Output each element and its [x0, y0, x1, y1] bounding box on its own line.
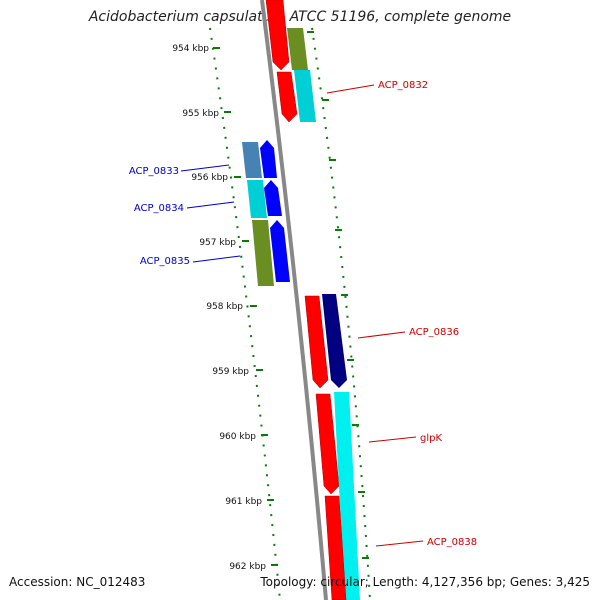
gene-label-acp0836[interactable]: ACP_0836 — [409, 327, 459, 338]
gene-label-acp0835[interactable]: ACP_0835 — [140, 256, 190, 267]
gene-red-bot-c — [324, 495, 347, 600]
leader-acp0833 — [180, 164, 230, 172]
leader-acp0836 — [357, 331, 406, 339]
genome-summary-text: Topology: circular; Length: 4,127,356 bp… — [260, 575, 590, 589]
gene-label-acp0833[interactable]: ACP_0833 — [129, 166, 179, 177]
scale-dotted-right — [311, 27, 371, 600]
tick-label-962: 962 kbp — [229, 562, 266, 572]
gene-red-bot-b — [315, 393, 340, 495]
gene-red-top-a — [265, 0, 290, 71]
tick-label-956: 956 kbp — [191, 173, 228, 183]
gene-block-top[interactable] — [265, 0, 316, 123]
leader-acp0838 — [375, 540, 424, 547]
leader-glpk — [368, 436, 417, 443]
leader-acp0835 — [192, 255, 241, 263]
tick-label-958: 958 kbp — [206, 302, 243, 312]
tick-label-957: 957 kbp — [199, 238, 236, 248]
gene-cyan-mid-b — [247, 180, 267, 218]
gene-blue-mid-b — [264, 180, 282, 216]
tick-label-960: 960 kbp — [219, 432, 256, 442]
gene-olive-mid-c — [252, 220, 274, 286]
tick-label-961: 961 kbp — [225, 497, 262, 507]
genome-backbone — [260, 0, 328, 600]
genome-title: Acidobacterium capsulatum ATCC 51196, co… — [88, 9, 512, 25]
gene-label-glpk[interactable]: glpK — [420, 433, 442, 444]
gene-cyan-bot-b — [334, 392, 360, 600]
gene-navy-bot-a — [322, 294, 347, 388]
leader-acp0832 — [326, 84, 375, 94]
tick-label-955: 955 kbp — [182, 109, 219, 119]
gene-cyan-top-b — [294, 70, 316, 122]
gene-label-acp0832[interactable]: ACP_0832 — [378, 80, 428, 91]
leader-acp0834 — [186, 201, 235, 209]
tick-marks-left — [213, 47, 278, 566]
accession-text: Accession: NC_012483 — [9, 575, 146, 589]
gene-steel-mid-a — [242, 142, 262, 178]
tick-marks-right — [307, 31, 369, 559]
tick-label-954: 954 kbp — [172, 44, 209, 54]
scale-dotted-left — [209, 27, 281, 600]
gene-red-bot-a — [304, 295, 329, 389]
gene-red-top-b — [276, 71, 298, 123]
gene-block-middle[interactable] — [242, 140, 290, 286]
gene-olive-top-a — [287, 28, 308, 70]
gene-blue-mid-c — [270, 220, 290, 282]
gene-label-acp0838[interactable]: ACP_0838 — [427, 537, 477, 548]
gene-label-acp0834[interactable]: ACP_0834 — [134, 203, 184, 214]
gene-blue-mid-a — [260, 140, 277, 178]
gene-block-bottom[interactable] — [304, 294, 360, 600]
tick-label-959: 959 kbp — [212, 367, 249, 377]
